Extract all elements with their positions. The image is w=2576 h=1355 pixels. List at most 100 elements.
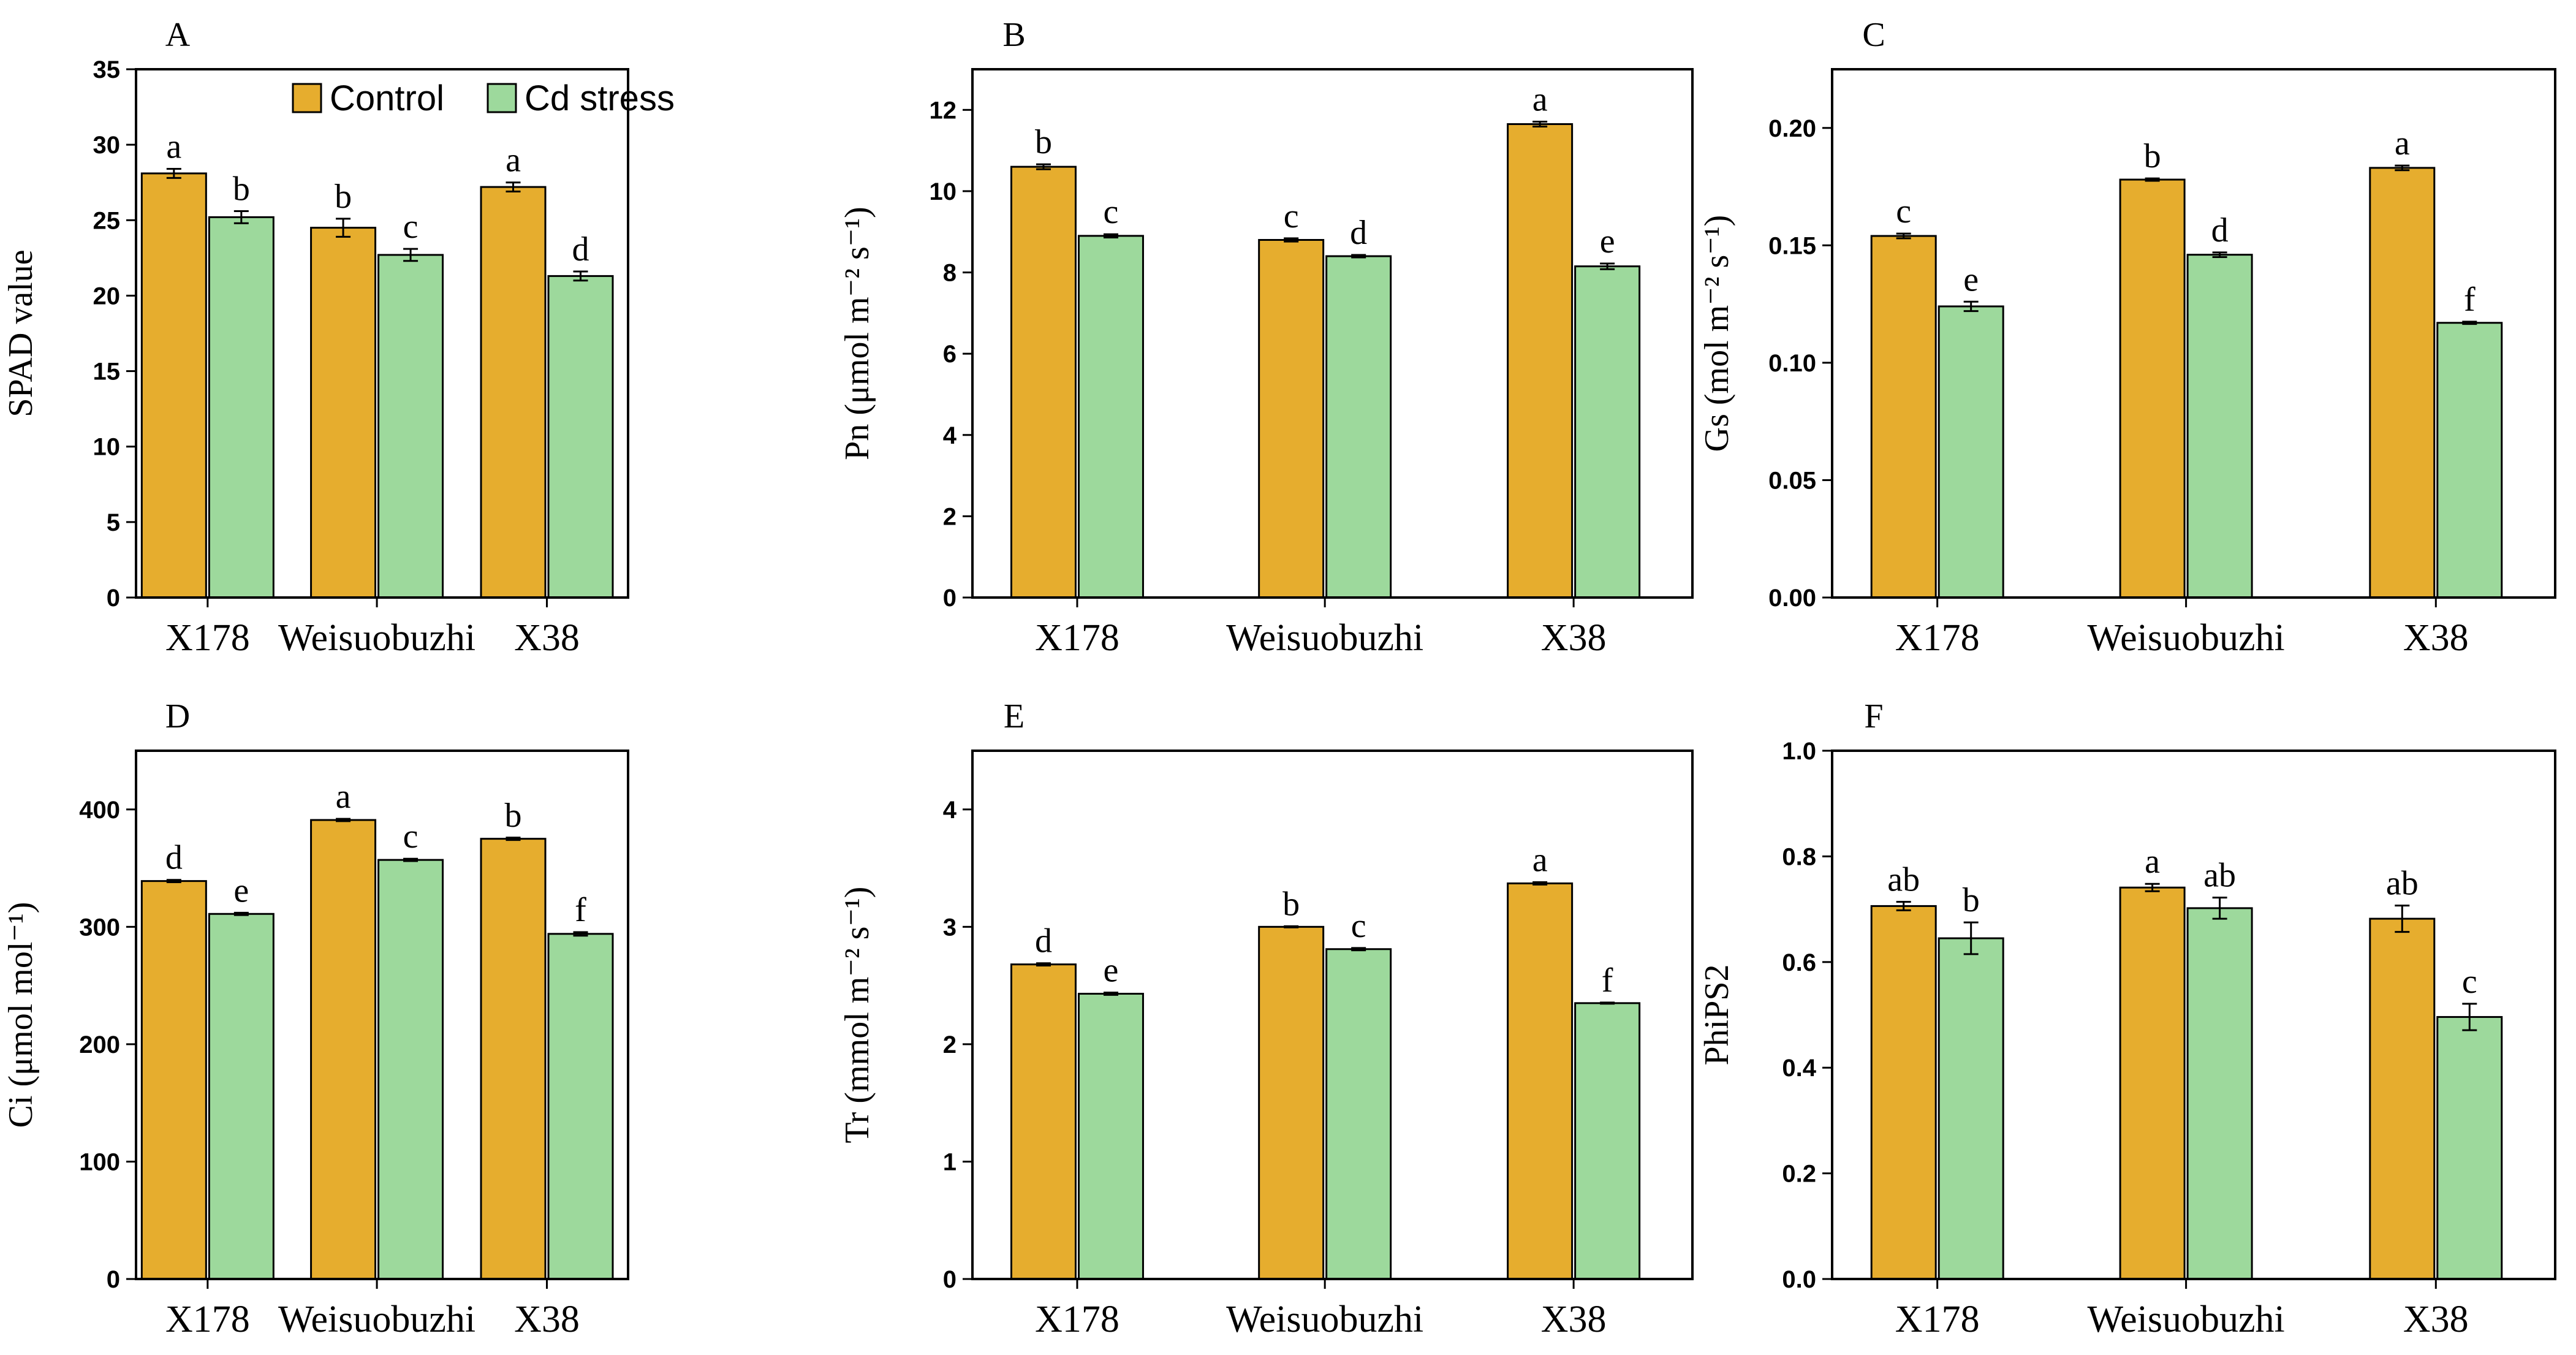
y-tick-label: 35 bbox=[93, 56, 121, 83]
y-axis-label: Ci (μmol mol⁻¹) bbox=[2, 902, 40, 1128]
y-tick-label: 4 bbox=[943, 422, 957, 449]
cd-stress-bar bbox=[547, 933, 614, 1280]
y-tick-label: 0.20 bbox=[1768, 115, 1816, 142]
significance-letter: d bbox=[1350, 214, 1367, 252]
y-tick-label: 25 bbox=[93, 207, 121, 234]
y-tick-label: 400 bbox=[79, 797, 120, 824]
x-category-label: X38 bbox=[2403, 1299, 2469, 1340]
legend-control-label: Control bbox=[330, 78, 444, 118]
y-tick-label: 0.2 bbox=[1782, 1161, 1816, 1188]
x-category-label: X38 bbox=[514, 617, 580, 659]
significance-letter: d bbox=[1035, 922, 1052, 960]
cd-stress-bar bbox=[1938, 305, 2004, 599]
panel-letter: E bbox=[1004, 697, 1025, 735]
x-category-label: Weisuobuzhi bbox=[278, 617, 475, 659]
panel-e: E Tr (mmol m⁻² s⁻¹) 0 1 2 3 4 d e X178 b c Weisuobuz… bbox=[838, 697, 1694, 1340]
significance-letter: a bbox=[1532, 81, 1548, 119]
y-tick-label: 4 bbox=[943, 797, 957, 824]
control-bar bbox=[1507, 882, 1574, 1280]
x-category-label: X38 bbox=[514, 1299, 580, 1340]
x-category-label: X178 bbox=[1895, 617, 1980, 659]
y-tick-label: 0.15 bbox=[1768, 232, 1816, 259]
cd-stress-bar bbox=[1325, 948, 1392, 1280]
x-category-label: Weisuobuzhi bbox=[2088, 1299, 2285, 1340]
control-bar bbox=[480, 838, 547, 1280]
legend-cd-swatch bbox=[487, 83, 517, 113]
y-axis-label: Pn (μmol m⁻² s⁻¹) bbox=[838, 207, 876, 460]
cd-stress-bar bbox=[377, 254, 444, 599]
y-tick-label: 15 bbox=[93, 359, 121, 385]
x-category-label: X178 bbox=[1895, 1299, 1980, 1340]
cd-stress-bar bbox=[377, 859, 444, 1280]
x-category-label: Weisuobuzhi bbox=[1226, 617, 1423, 659]
cd-stress-bar bbox=[2436, 322, 2503, 599]
y-tick-label: 300 bbox=[79, 914, 120, 941]
y-axis-label: PhiPS2 bbox=[1698, 965, 1736, 1066]
y-axis-label: Tr (mmol m⁻² s⁻¹) bbox=[838, 887, 876, 1144]
control-bar bbox=[1258, 238, 1325, 599]
significance-letter: ab bbox=[2386, 865, 2419, 903]
control-bar bbox=[310, 227, 377, 599]
significance-letter: c bbox=[2462, 963, 2477, 1001]
y-tick-label: 200 bbox=[79, 1031, 120, 1058]
significance-letter: b bbox=[505, 797, 522, 835]
control-bar bbox=[1870, 905, 1937, 1280]
y-tick-label: 1 bbox=[943, 1148, 957, 1175]
significance-letter: a bbox=[336, 778, 351, 816]
plot-frame bbox=[135, 68, 629, 599]
significance-letter: f bbox=[1602, 962, 1613, 1000]
cd-stress-bar bbox=[2186, 254, 2253, 599]
significance-letter: e bbox=[1104, 952, 1119, 990]
significance-letter: b bbox=[1282, 885, 1300, 923]
panel-letter: A bbox=[165, 16, 191, 54]
cd-stress-bar bbox=[1574, 265, 1641, 599]
cd-stress-bar bbox=[1574, 1002, 1641, 1280]
control-bar bbox=[1010, 165, 1077, 599]
significance-letter: a bbox=[166, 128, 181, 166]
panel-letter: D bbox=[165, 697, 190, 735]
cd-stress-bar bbox=[1077, 235, 1144, 599]
significance-letter: a bbox=[2395, 124, 2410, 162]
control-bar bbox=[140, 880, 207, 1280]
y-tick-label: 1.0 bbox=[1782, 738, 1816, 765]
panel-b: B Pn (μmol m⁻² s⁻¹) 0 2 4 6 8 10 12 b c X178 c d Weisu… bbox=[838, 16, 1694, 659]
y-tick-label: 0.0 bbox=[1782, 1266, 1816, 1293]
significance-letter: d bbox=[2211, 211, 2229, 249]
y-tick-label: 0.10 bbox=[1768, 350, 1816, 377]
y-tick-label: 30 bbox=[93, 132, 121, 159]
x-category-label: Weisuobuzhi bbox=[2088, 617, 2285, 659]
y-tick-label: 0.6 bbox=[1782, 949, 1816, 976]
significance-letter: d bbox=[165, 839, 183, 877]
control-bar bbox=[2119, 178, 2186, 599]
x-category-label: X178 bbox=[165, 617, 250, 659]
significance-letter: e bbox=[233, 871, 249, 909]
cd-stress-bar bbox=[1325, 255, 1392, 599]
significance-letter: c bbox=[1351, 907, 1366, 945]
significance-letter: b bbox=[233, 170, 250, 208]
y-tick-label: 20 bbox=[93, 283, 121, 309]
significance-letter: c bbox=[1896, 192, 1911, 230]
significance-letter: ab bbox=[2203, 857, 2236, 895]
y-tick-label: 5 bbox=[107, 509, 120, 536]
y-tick-label: 0 bbox=[107, 1266, 120, 1293]
significance-letter: c bbox=[1104, 193, 1119, 231]
y-axis-label: Gs (mol m⁻² s⁻¹) bbox=[1698, 215, 1736, 452]
significance-letter: d bbox=[572, 230, 589, 268]
significance-letter: e bbox=[1600, 222, 1615, 260]
control-bar bbox=[1258, 925, 1325, 1280]
panel-letter: B bbox=[1002, 16, 1025, 54]
significance-letter: b bbox=[2144, 137, 2161, 175]
y-tick-label: 0 bbox=[107, 585, 120, 612]
significance-letter: b bbox=[1035, 123, 1052, 161]
plot-frame bbox=[1831, 68, 2556, 599]
plot-frame bbox=[971, 750, 1694, 1280]
y-tick-label: 2 bbox=[943, 1031, 957, 1058]
significance-letter: a bbox=[1532, 841, 1548, 879]
cd-stress-bar bbox=[2436, 1015, 2503, 1280]
panel-d: D Ci (μmol mol⁻¹) 0 100 200 300 400 d e X178 a c Wei… bbox=[2, 697, 629, 1340]
plot-frame bbox=[1831, 750, 2556, 1280]
cd-stress-bar bbox=[1938, 937, 2004, 1280]
control-bar bbox=[2369, 167, 2436, 599]
y-tick-label: 0 bbox=[943, 1266, 957, 1293]
